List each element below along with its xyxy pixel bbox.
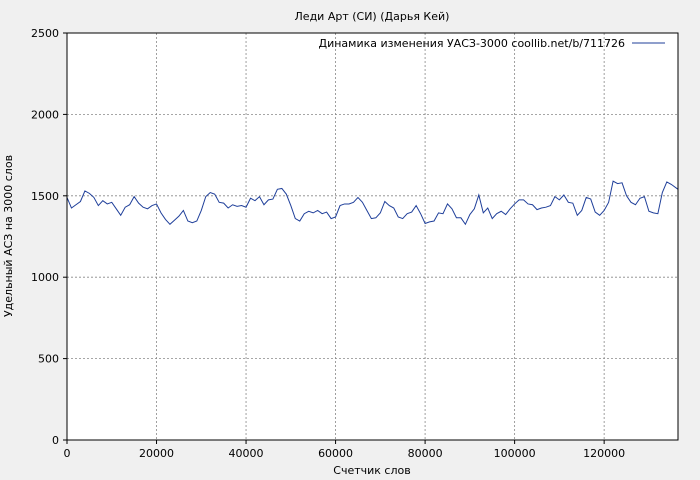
- y-tick-label: 2500: [31, 27, 59, 40]
- x-axis-label: Счетчик слов: [333, 464, 410, 477]
- y-tick-label: 1500: [31, 190, 59, 203]
- x-tick-label: 40000: [229, 447, 264, 460]
- series-layer: [66, 180, 679, 226]
- plot-area: [67, 33, 678, 440]
- x-tick-label: 20000: [139, 447, 174, 460]
- grid: [67, 33, 678, 440]
- axis-ticks: 0 20000 40000 60000 80000 100000 120000 0 500 100…: [31, 27, 625, 460]
- x-tick-label: 80000: [408, 447, 443, 460]
- plot-frame: [66, 32, 679, 441]
- x-tick-label: 120000: [583, 447, 625, 460]
- y-tick-label: 2000: [31, 108, 59, 121]
- x-tick-label: 60000: [318, 447, 353, 460]
- x-tick-label: 100000: [494, 447, 536, 460]
- x-tick-label: 0: [64, 447, 71, 460]
- y-tick-label: 0: [52, 434, 59, 447]
- y-axis-label: Удельный АСЗ на 3000 слов: [2, 155, 15, 317]
- legend-entry-label: Динамика изменения УАСЗ-3000 coollib.net…: [319, 37, 626, 50]
- series-line: [66, 180, 679, 226]
- y-tick-label: 1000: [31, 271, 59, 284]
- y-tick-label: 500: [38, 353, 59, 366]
- chart-title: Леди Арт (СИ) (Дарья Кей): [295, 10, 450, 23]
- legend: Динамика изменения УАСЗ-3000 coollib.net…: [319, 37, 665, 50]
